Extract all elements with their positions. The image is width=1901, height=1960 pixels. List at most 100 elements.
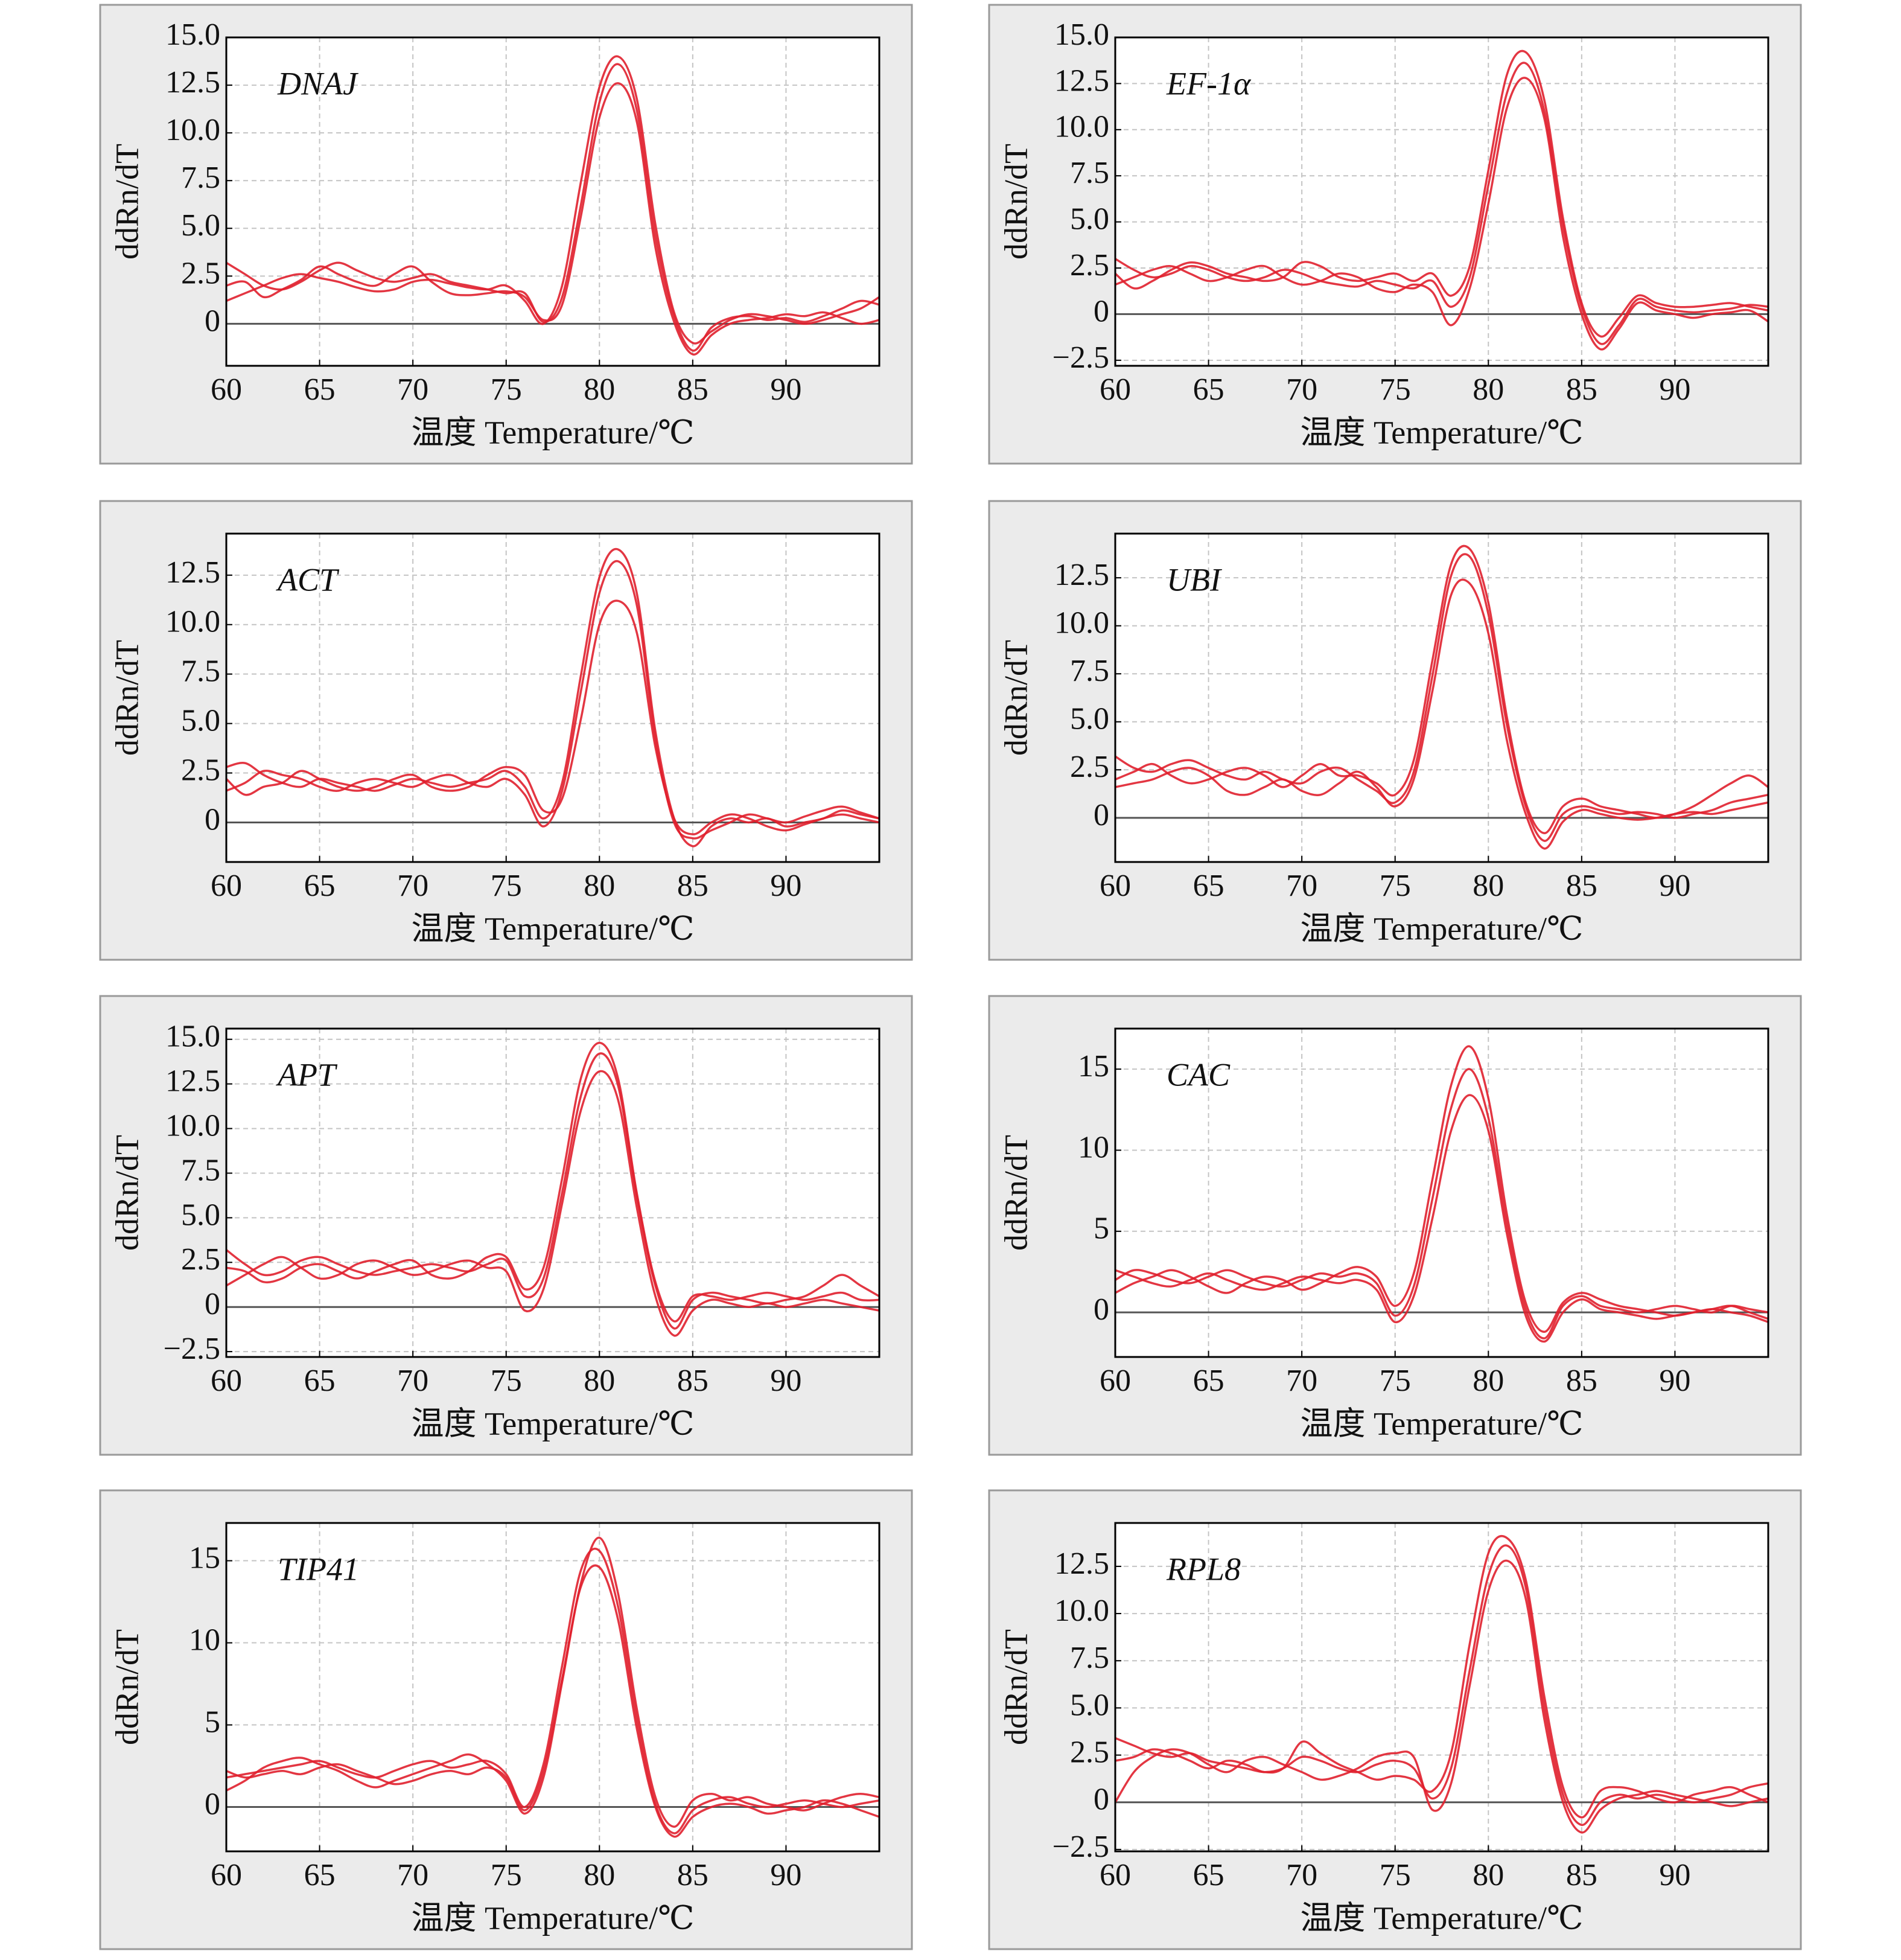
x-tick-label: 80 [584, 372, 615, 407]
y-tick-label: 7.5 [181, 654, 220, 689]
x-tick-label: 60 [211, 372, 242, 407]
plot-border [225, 1522, 880, 1853]
plot-border [1114, 36, 1769, 367]
x-tick-label: 65 [1193, 372, 1224, 407]
x-tick-label: 60 [211, 1858, 242, 1892]
x-tick-label: 75 [491, 869, 522, 903]
y-tick-label: 12.5 [165, 65, 220, 100]
x-tick-label: 65 [304, 372, 336, 407]
plot-border [1114, 532, 1769, 863]
melt-curve [1115, 62, 1769, 345]
melt-curve [1114, 49, 1769, 338]
x-tick-label: 70 [1286, 1858, 1317, 1892]
gene-label: TIP41 [278, 1551, 359, 1587]
x-tick-label: 60 [1100, 869, 1131, 903]
panel: −2.5 0 2.5 5.0 7.5 10.0 12.5 15.0 60 65 70 75 80 85 90… [988, 4, 1802, 465]
y-tick-label: 5 [205, 1705, 220, 1739]
y-tick-label: 10 [1078, 1130, 1109, 1164]
x-tick-label: 80 [584, 869, 615, 903]
y-tick-label: 15 [1078, 1049, 1109, 1084]
x-tick-label: 85 [677, 1858, 708, 1892]
gene-label: EF-1α [1166, 65, 1252, 101]
x-tick-label: 80 [584, 1858, 615, 1892]
y-tick-label: 10 [189, 1623, 220, 1657]
y-tick-label: 2.5 [1070, 248, 1109, 283]
x-tick-label: 90 [1659, 869, 1690, 903]
plot-border [1114, 1027, 1769, 1358]
x-tick-label: 60 [211, 1364, 242, 1398]
x-tick-label: 65 [1193, 869, 1224, 903]
y-axis-label: ddRn/dT [109, 1135, 145, 1251]
x-tick-label: 85 [677, 869, 708, 903]
x-axis-label: 温度 Temperature/℃ [412, 1900, 695, 1936]
x-tick-label: 60 [1100, 372, 1131, 407]
y-tick-label: 7.5 [181, 161, 220, 195]
y-axis-label: ddRn/dT [109, 640, 145, 756]
y-tick-label: 5.0 [1070, 1688, 1109, 1722]
y-tick-label: 0 [205, 1787, 220, 1821]
x-tick-label: 80 [1473, 1858, 1504, 1892]
x-tick-label: 75 [491, 1858, 522, 1892]
melt-curve [1115, 578, 1769, 850]
melt-curve [1115, 1045, 1769, 1333]
gene-label: DNAJ [277, 65, 359, 101]
melt-curve [1115, 553, 1769, 842]
y-tick-label: 0 [1094, 798, 1109, 832]
x-tick-label: 70 [397, 869, 428, 903]
x-tick-label: 75 [1380, 1364, 1411, 1398]
y-tick-label: 2.5 [181, 256, 220, 290]
panel: 0 2.5 5.0 7.5 10.0 12.5 60 65 70 75 80 85 90 UBI 温度 Te… [988, 500, 1802, 961]
y-tick-label: 5.0 [181, 208, 220, 243]
y-tick-label: 10.0 [165, 113, 220, 147]
x-tick-label: 90 [1659, 1858, 1690, 1892]
plot-area [1115, 534, 1768, 862]
y-tick-label: 7.5 [1070, 156, 1109, 190]
y-tick-label: 12.5 [165, 555, 220, 590]
y-tick-label: 2.5 [1070, 750, 1109, 784]
y-tick-label: 7.5 [181, 1153, 220, 1187]
y-tick-label: 2.5 [1070, 1735, 1109, 1769]
x-tick-label: 90 [770, 1858, 801, 1892]
gene-label: RPL8 [1166, 1551, 1241, 1587]
y-tick-label: 7.5 [1070, 654, 1109, 688]
y-tick-label: 12.5 [1054, 63, 1109, 98]
x-tick-label: 90 [770, 372, 801, 407]
panel: 0 5 10 15 60 65 70 75 80 85 90 TIP41 温度 Temperature/… [99, 1489, 913, 1950]
y-axis-label: ddRn/dT [998, 1135, 1034, 1251]
gene-label: ACT [276, 561, 340, 598]
y-axis-label: ddRn/dT [109, 144, 145, 260]
y-tick-label: 7.5 [1070, 1641, 1109, 1675]
melt-curve [1115, 1534, 1769, 1819]
melt-curve [226, 547, 880, 848]
x-axis-label: 温度 Temperature/℃ [412, 1405, 695, 1441]
y-tick-label: 10.0 [165, 1109, 220, 1143]
panel: 0 2.5 5.0 7.5 10.0 12.5 60 65 70 75 80 85 90 ACT 温度 Te… [99, 500, 913, 961]
plot-border [225, 532, 880, 863]
y-tick-label: 10.0 [1054, 1594, 1109, 1628]
plot-area [1115, 1523, 1768, 1851]
y-tick-label: 2.5 [181, 753, 220, 787]
melt-curve [226, 1564, 880, 1838]
x-tick-label: 90 [1659, 1364, 1690, 1398]
x-axis-label: 温度 Temperature/℃ [412, 414, 695, 450]
gene-label: APT [276, 1056, 338, 1093]
x-tick-label: 85 [677, 372, 708, 407]
x-tick-label: 70 [1286, 372, 1317, 407]
y-tick-label: 15.0 [165, 18, 220, 52]
x-tick-label: 85 [1566, 1364, 1597, 1398]
y-tick-label: 15 [189, 1540, 220, 1575]
melt-curve [226, 1041, 880, 1323]
y-tick-label: 15.0 [165, 1020, 220, 1054]
y-tick-label: 0 [1094, 1292, 1109, 1327]
x-tick-label: 85 [1566, 869, 1597, 903]
y-axis-label: ddRn/dT [998, 144, 1034, 260]
x-tick-label: 90 [770, 1364, 801, 1398]
melt-curve [1115, 1094, 1769, 1343]
melt-curve [1115, 1068, 1769, 1339]
x-tick-label: 70 [397, 1858, 428, 1892]
y-axis-label: ddRn/dT [998, 640, 1034, 756]
plot-area [226, 1523, 879, 1851]
x-tick-label: 80 [1473, 1364, 1504, 1398]
x-axis-label: 温度 Temperature/℃ [1301, 910, 1584, 946]
x-tick-label: 75 [1380, 372, 1411, 407]
